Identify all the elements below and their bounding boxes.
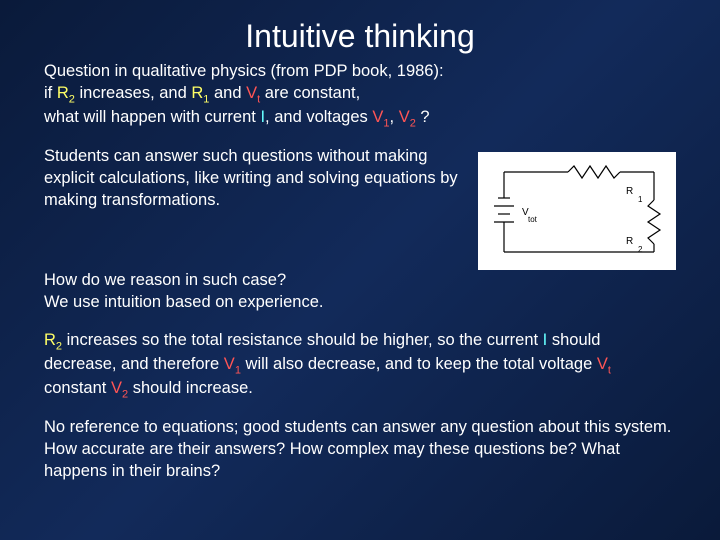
svg-text:R: R — [626, 186, 633, 197]
question-line2-a: if — [44, 84, 57, 102]
question-line3-b: , and voltages — [265, 108, 372, 126]
svg-text:1: 1 — [638, 195, 643, 204]
para-answer: R2 increases so the total resistance sho… — [44, 330, 676, 401]
para-reason-b: We use intuition based on experience. — [44, 293, 323, 311]
ans-e: should increase. — [128, 379, 253, 397]
var-R1: R1 — [191, 84, 209, 102]
ans-Vt: Vt — [597, 355, 611, 373]
svg-text:tot: tot — [528, 215, 538, 224]
ans-R2: R2 — [44, 331, 62, 349]
para-students: Students can answer such questions witho… — [44, 146, 478, 211]
question-line3-c: , — [390, 108, 399, 126]
var-V2: V2 — [399, 108, 416, 126]
para-reason-a: How do we reason in such case? — [44, 271, 286, 289]
circuit-diagram: V tot R 1 R 2 — [478, 152, 676, 270]
ans-V1: V1 — [224, 355, 241, 373]
question-block: Question in qualitative physics (from PD… — [44, 61, 676, 130]
svg-text:R: R — [626, 236, 633, 247]
para-closing: No reference to equations; good students… — [44, 417, 676, 482]
var-Vt: Vt — [246, 84, 260, 102]
para-reason: How do we reason in such case? We use in… — [44, 270, 676, 314]
ans-V2: V2 — [111, 379, 128, 397]
question-line3-d: ? — [416, 108, 430, 126]
ans-a: increases so the total resistance should… — [62, 331, 543, 349]
question-line3-a: what will happen with current — [44, 108, 260, 126]
svg-text:2: 2 — [638, 245, 643, 254]
question-line2-d: are constant, — [260, 84, 360, 102]
row-students-circuit: Students can answer such questions witho… — [44, 146, 676, 270]
ans-d: constant — [44, 379, 111, 397]
var-R2: R2 — [57, 84, 75, 102]
ans-c: will also decrease, and to keep the tota… — [241, 355, 597, 373]
question-line2-c: and — [209, 84, 246, 102]
slide-content: Question in qualitative physics (from PD… — [0, 61, 720, 483]
question-line1: Question in qualitative physics (from PD… — [44, 62, 444, 80]
slide-title: Intuitive thinking — [0, 0, 720, 61]
question-line2-b: increases, and — [75, 84, 191, 102]
var-V1: V1 — [372, 108, 389, 126]
